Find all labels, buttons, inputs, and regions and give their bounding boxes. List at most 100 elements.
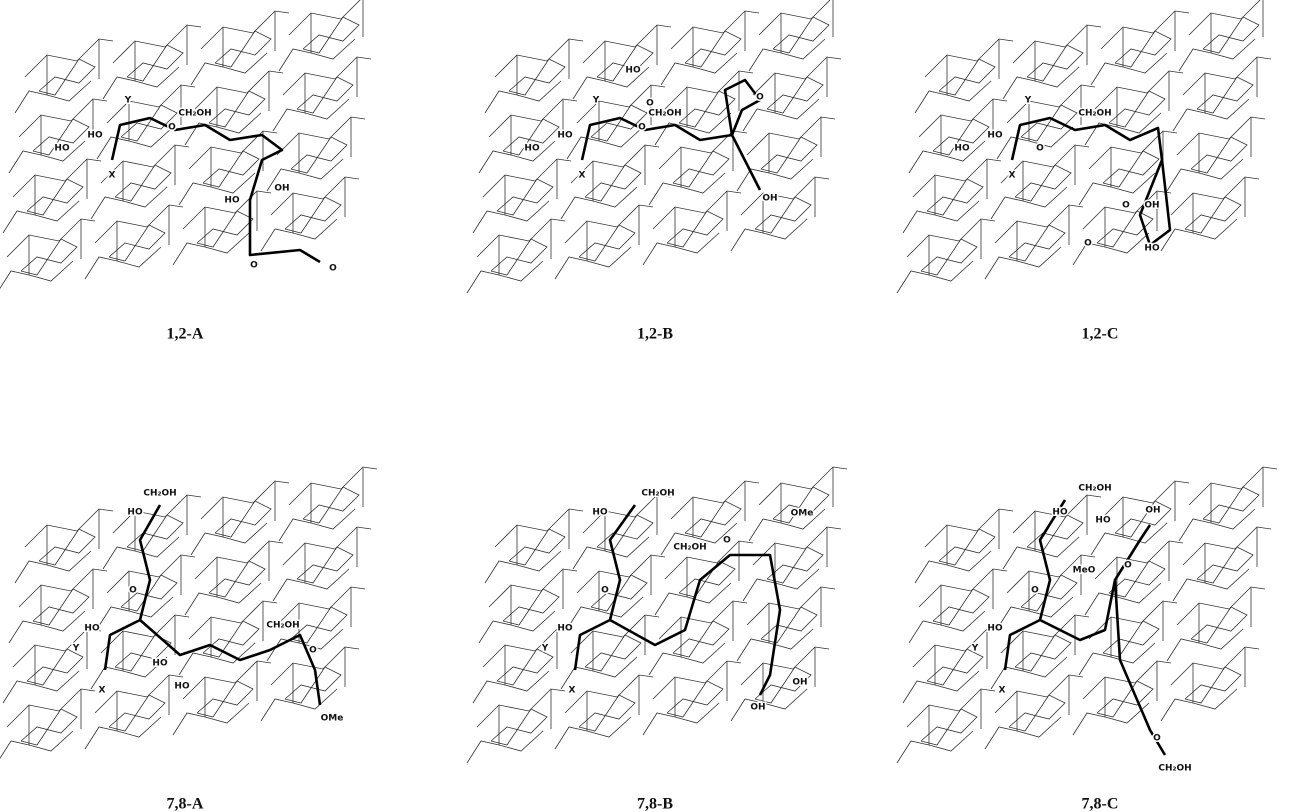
- atom-label: HO: [625, 66, 641, 76]
- lattice-chair: [747, 587, 835, 625]
- lattice-chair: [1095, 71, 1183, 109]
- lattice-chair: [1189, 0, 1277, 35]
- lattice-edge: [649, 643, 725, 675]
- lattice-edge: [1173, 99, 1249, 131]
- lattice-edge: [991, 657, 1067, 689]
- lattice-chair: [907, 689, 995, 727]
- lattice-ring: [1109, 91, 1165, 127]
- lattice-ring: [673, 621, 729, 657]
- lattice-ring: [673, 151, 729, 187]
- atom-label: CH₂OH: [266, 621, 299, 631]
- lattice-chair: [1089, 131, 1177, 169]
- atom-label: O: [1031, 586, 1039, 596]
- atom-label: OH: [274, 184, 289, 194]
- atom-label: CH₂OH: [143, 489, 176, 499]
- lattice-chair: [7, 219, 95, 257]
- lattice-edge: [91, 187, 167, 219]
- atom-label: Y: [124, 96, 132, 106]
- lattice-chair: [201, 481, 289, 519]
- atom-label: HO: [1052, 508, 1068, 518]
- atom-label: OH: [750, 703, 765, 713]
- panel: CH₂OHOHHOHOMeOOOHOYXOCH₂OH7,8-C: [897, 467, 1277, 812]
- lattice-ring: [27, 649, 83, 685]
- lattice-edge: [915, 81, 991, 113]
- lattice-ring: [767, 77, 823, 113]
- lattice-chair: [483, 159, 571, 197]
- lattice-chair: [195, 541, 283, 579]
- lattice-chair: [995, 205, 1083, 243]
- panel-caption: 7,8-A: [167, 796, 204, 812]
- lattice-edge: [749, 509, 825, 541]
- lattice-ring: [667, 211, 723, 247]
- lattice-edge: [479, 141, 555, 173]
- lattice-chair: [583, 25, 671, 63]
- lattice-chair: [1095, 541, 1183, 579]
- lattice-edge: [1179, 509, 1255, 541]
- lattice-chair: [95, 675, 183, 713]
- atom-label: HO: [1144, 244, 1160, 254]
- lattice-chair: [759, 0, 847, 35]
- lattice-ring: [1115, 31, 1171, 67]
- atom-label: OH: [1144, 201, 1159, 211]
- lattice-edge: [643, 233, 719, 265]
- lattice-chair: [1101, 11, 1189, 49]
- lattice-edge: [991, 187, 1067, 219]
- lattice-edge: [279, 509, 355, 541]
- lattice-edge: [479, 611, 555, 643]
- lattice-chair: [289, 0, 377, 35]
- lattice-edge: [1173, 569, 1249, 601]
- lattice-edge: [0, 731, 73, 763]
- lattice-edge: [897, 731, 973, 763]
- lattice-edge: [173, 233, 249, 265]
- atom-label: HO: [987, 131, 1003, 141]
- atom-label: O: [1153, 734, 1161, 744]
- lattice-chair: [201, 11, 289, 49]
- lattice-ring: [579, 225, 635, 261]
- panel-caption: 1,2-C: [1082, 326, 1119, 343]
- lattice-chair: [495, 509, 583, 547]
- lattice-edge: [1091, 523, 1167, 555]
- lattice-edge: [985, 717, 1061, 749]
- lattice-ring: [1097, 681, 1153, 717]
- lattice-chair: [1177, 117, 1265, 155]
- lattice-ring: [773, 17, 829, 53]
- lattice-edge: [179, 173, 255, 205]
- lattice-edge: [731, 689, 807, 721]
- lattice-ring: [1103, 621, 1159, 657]
- atom-label: HO: [592, 508, 608, 518]
- lattice-edge: [909, 141, 985, 173]
- lattice-chair: [1189, 467, 1277, 505]
- lattice-chair: [907, 219, 995, 257]
- lattice-edge: [0, 261, 73, 293]
- lattice-ring: [1185, 197, 1241, 233]
- lattice-ring: [685, 31, 741, 67]
- lattice-chair: [483, 629, 571, 667]
- lattice-chair: [671, 481, 759, 519]
- atom-label: HO: [84, 624, 100, 634]
- atom-label: O: [1124, 561, 1132, 571]
- lattice-chair: [925, 509, 1013, 547]
- lattice-ring: [1191, 137, 1247, 173]
- lattice-edge: [555, 717, 631, 749]
- lattice-ring: [939, 529, 995, 565]
- lattice-ring: [585, 635, 641, 671]
- panel-caption: 1,2-A: [167, 326, 204, 343]
- atom-label: OMe: [321, 714, 344, 724]
- atom-label: HO: [524, 144, 540, 154]
- atom-label: Y: [1024, 96, 1032, 106]
- lattice-edge: [567, 127, 643, 159]
- atom-label: HO: [1095, 516, 1111, 526]
- lattice-ring: [1115, 501, 1171, 537]
- atom-label: HO: [152, 659, 168, 669]
- atom-label: X: [999, 686, 1006, 696]
- atom-label: X: [1009, 171, 1016, 181]
- atom-label: HO: [127, 508, 143, 518]
- lattice-chair: [1171, 647, 1259, 685]
- atom-label: X: [99, 686, 106, 696]
- atom-label: O: [250, 261, 258, 271]
- atom-label: O: [129, 586, 137, 596]
- lattice-ring: [1015, 165, 1071, 201]
- atom-label: Y: [541, 644, 549, 654]
- lattice-chair: [19, 569, 107, 607]
- lattice-edge: [485, 81, 561, 113]
